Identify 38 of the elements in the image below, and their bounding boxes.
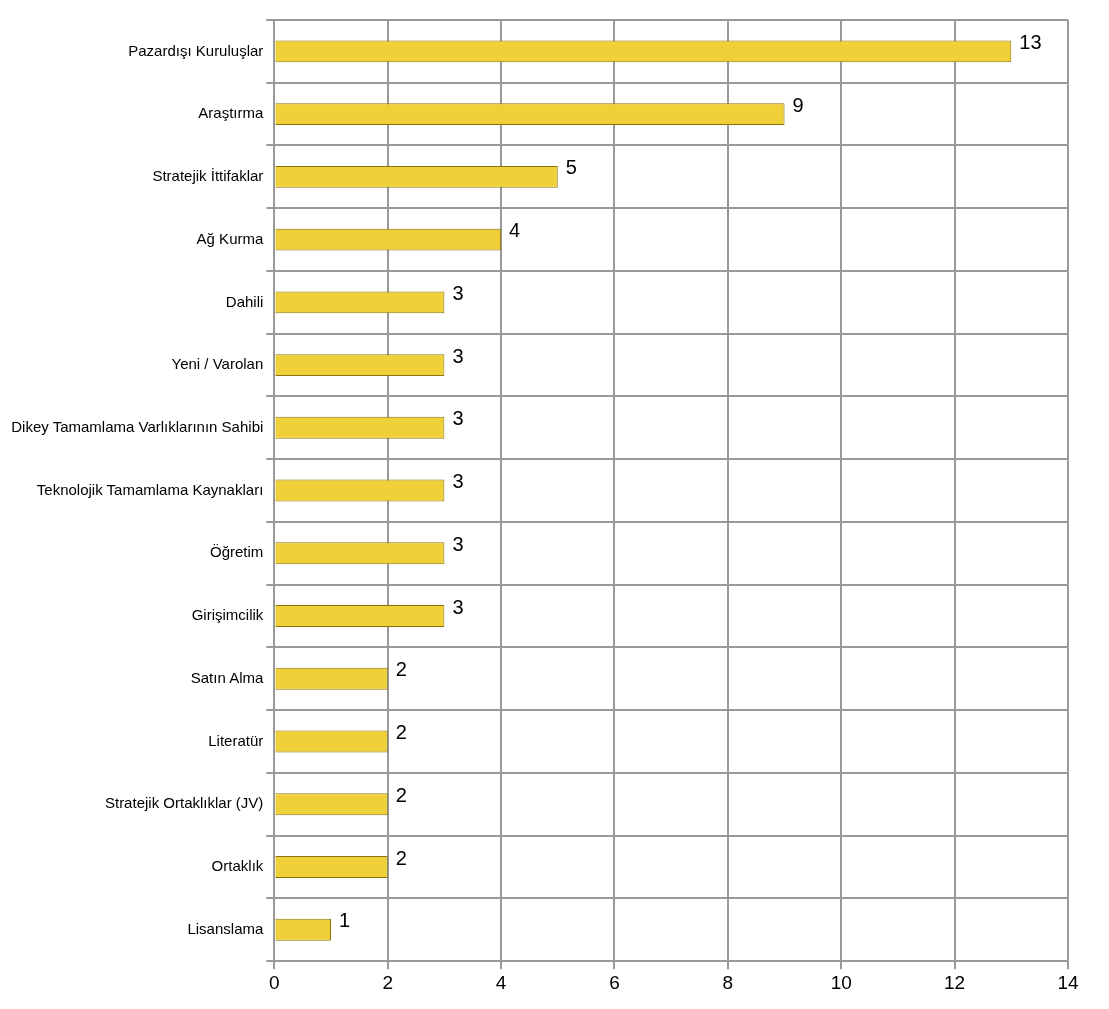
y-tick-label: Ortaklık [211,857,264,875]
data-label: 3 [452,281,464,304]
x-tick-label: 2 [382,971,393,993]
data-label: 2 [395,721,407,744]
data-label: 9 [792,93,804,116]
data-label: 3 [452,595,464,618]
data-label: 2 [395,783,407,806]
y-tick-label: Pazardışı Kuruluşlar [128,41,264,59]
y-tick-label: Dikey Tamamlama Varlıklarının Sahibi [11,417,264,435]
y-tick-label: Lisanslama [187,919,264,937]
x-tick-label: 8 [722,971,734,993]
data-label: 1 [339,909,351,932]
data-label: 3 [452,532,464,555]
data-label: 3 [452,407,464,430]
y-tick-label: Teknolojik Tamamlama Kaynakları [36,480,264,498]
y-tick-label: Dahili [225,292,264,310]
data-label: 3 [452,470,464,493]
x-tick-label: 14 [1057,971,1079,993]
y-tick-label: Ağ Kurma [196,229,264,247]
x-tick-label: 6 [609,971,620,993]
y-tick-label: Satın Alma [190,668,264,686]
x-tick-label: 12 [944,971,966,993]
data-label: 13 [1019,30,1042,53]
y-tick-label: Girişimcilik [191,606,264,624]
y-tick-label: Literatür [208,731,264,749]
y-tick-label: Araştırma [198,104,264,122]
data-label: 4 [509,219,521,242]
y-tick-label: Stratejik İttifaklar [152,167,264,185]
data-label: 3 [452,344,464,367]
y-tick-label: Öğretim [209,543,264,561]
y-tick-label: Stratejik Ortaklıklar (JV) [104,794,264,812]
x-tick-label: 4 [495,971,507,993]
data-label: 2 [395,658,407,681]
data-label: 5 [565,156,577,179]
x-tick-label: 10 [830,971,852,993]
data-label: 2 [395,846,407,869]
y-tick-label: Yeni / Varolan [171,355,264,373]
x-tick-label: 0 [269,971,280,993]
